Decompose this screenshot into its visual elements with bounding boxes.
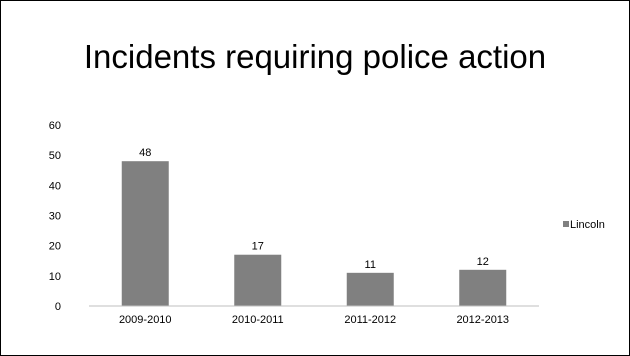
legend-label-lincoln: Lincoln bbox=[570, 219, 605, 231]
bar-2009-2010 bbox=[121, 161, 169, 306]
data-labels: 48 17 11 12 bbox=[139, 147, 489, 271]
y-tick-label-30: 30 bbox=[49, 211, 61, 223]
bar-2011-2012 bbox=[346, 272, 394, 306]
y-tick-label-50: 50 bbox=[49, 150, 61, 162]
bar-2010-2011 bbox=[234, 254, 282, 306]
y-tick-label-60: 60 bbox=[49, 120, 61, 132]
data-label-2010-2011: 17 bbox=[252, 241, 264, 253]
x-tick-label-2010-2011: 2010-2011 bbox=[232, 314, 284, 326]
bars bbox=[121, 161, 507, 306]
bar-2012-2013 bbox=[459, 269, 507, 306]
y-tick-label-20: 20 bbox=[49, 241, 61, 253]
y-tick-label-0: 0 bbox=[55, 301, 61, 313]
x-axis-labels: 2009-2010 2010-2011 2011-2012 2012-2013 bbox=[119, 314, 509, 326]
data-label-2011-2012: 11 bbox=[365, 259, 376, 271]
data-label-2009-2010: 48 bbox=[139, 147, 151, 159]
y-axis-ticks: 0 10 20 30 40 50 60 bbox=[49, 120, 61, 313]
legend: Lincoln bbox=[563, 219, 605, 231]
x-tick-label-2012-2013: 2012-2013 bbox=[456, 314, 509, 326]
y-tick-label-40: 40 bbox=[49, 180, 61, 192]
y-tick-label-10: 10 bbox=[49, 271, 61, 283]
x-tick-label-2011-2012: 2011-2012 bbox=[344, 314, 396, 326]
chart-title: Incidents requiring police action bbox=[83, 38, 547, 75]
legend-swatch-lincoln bbox=[563, 221, 569, 227]
data-label-2012-2013: 12 bbox=[477, 256, 489, 268]
x-tick-label-2009-2010: 2009-2010 bbox=[119, 314, 172, 326]
